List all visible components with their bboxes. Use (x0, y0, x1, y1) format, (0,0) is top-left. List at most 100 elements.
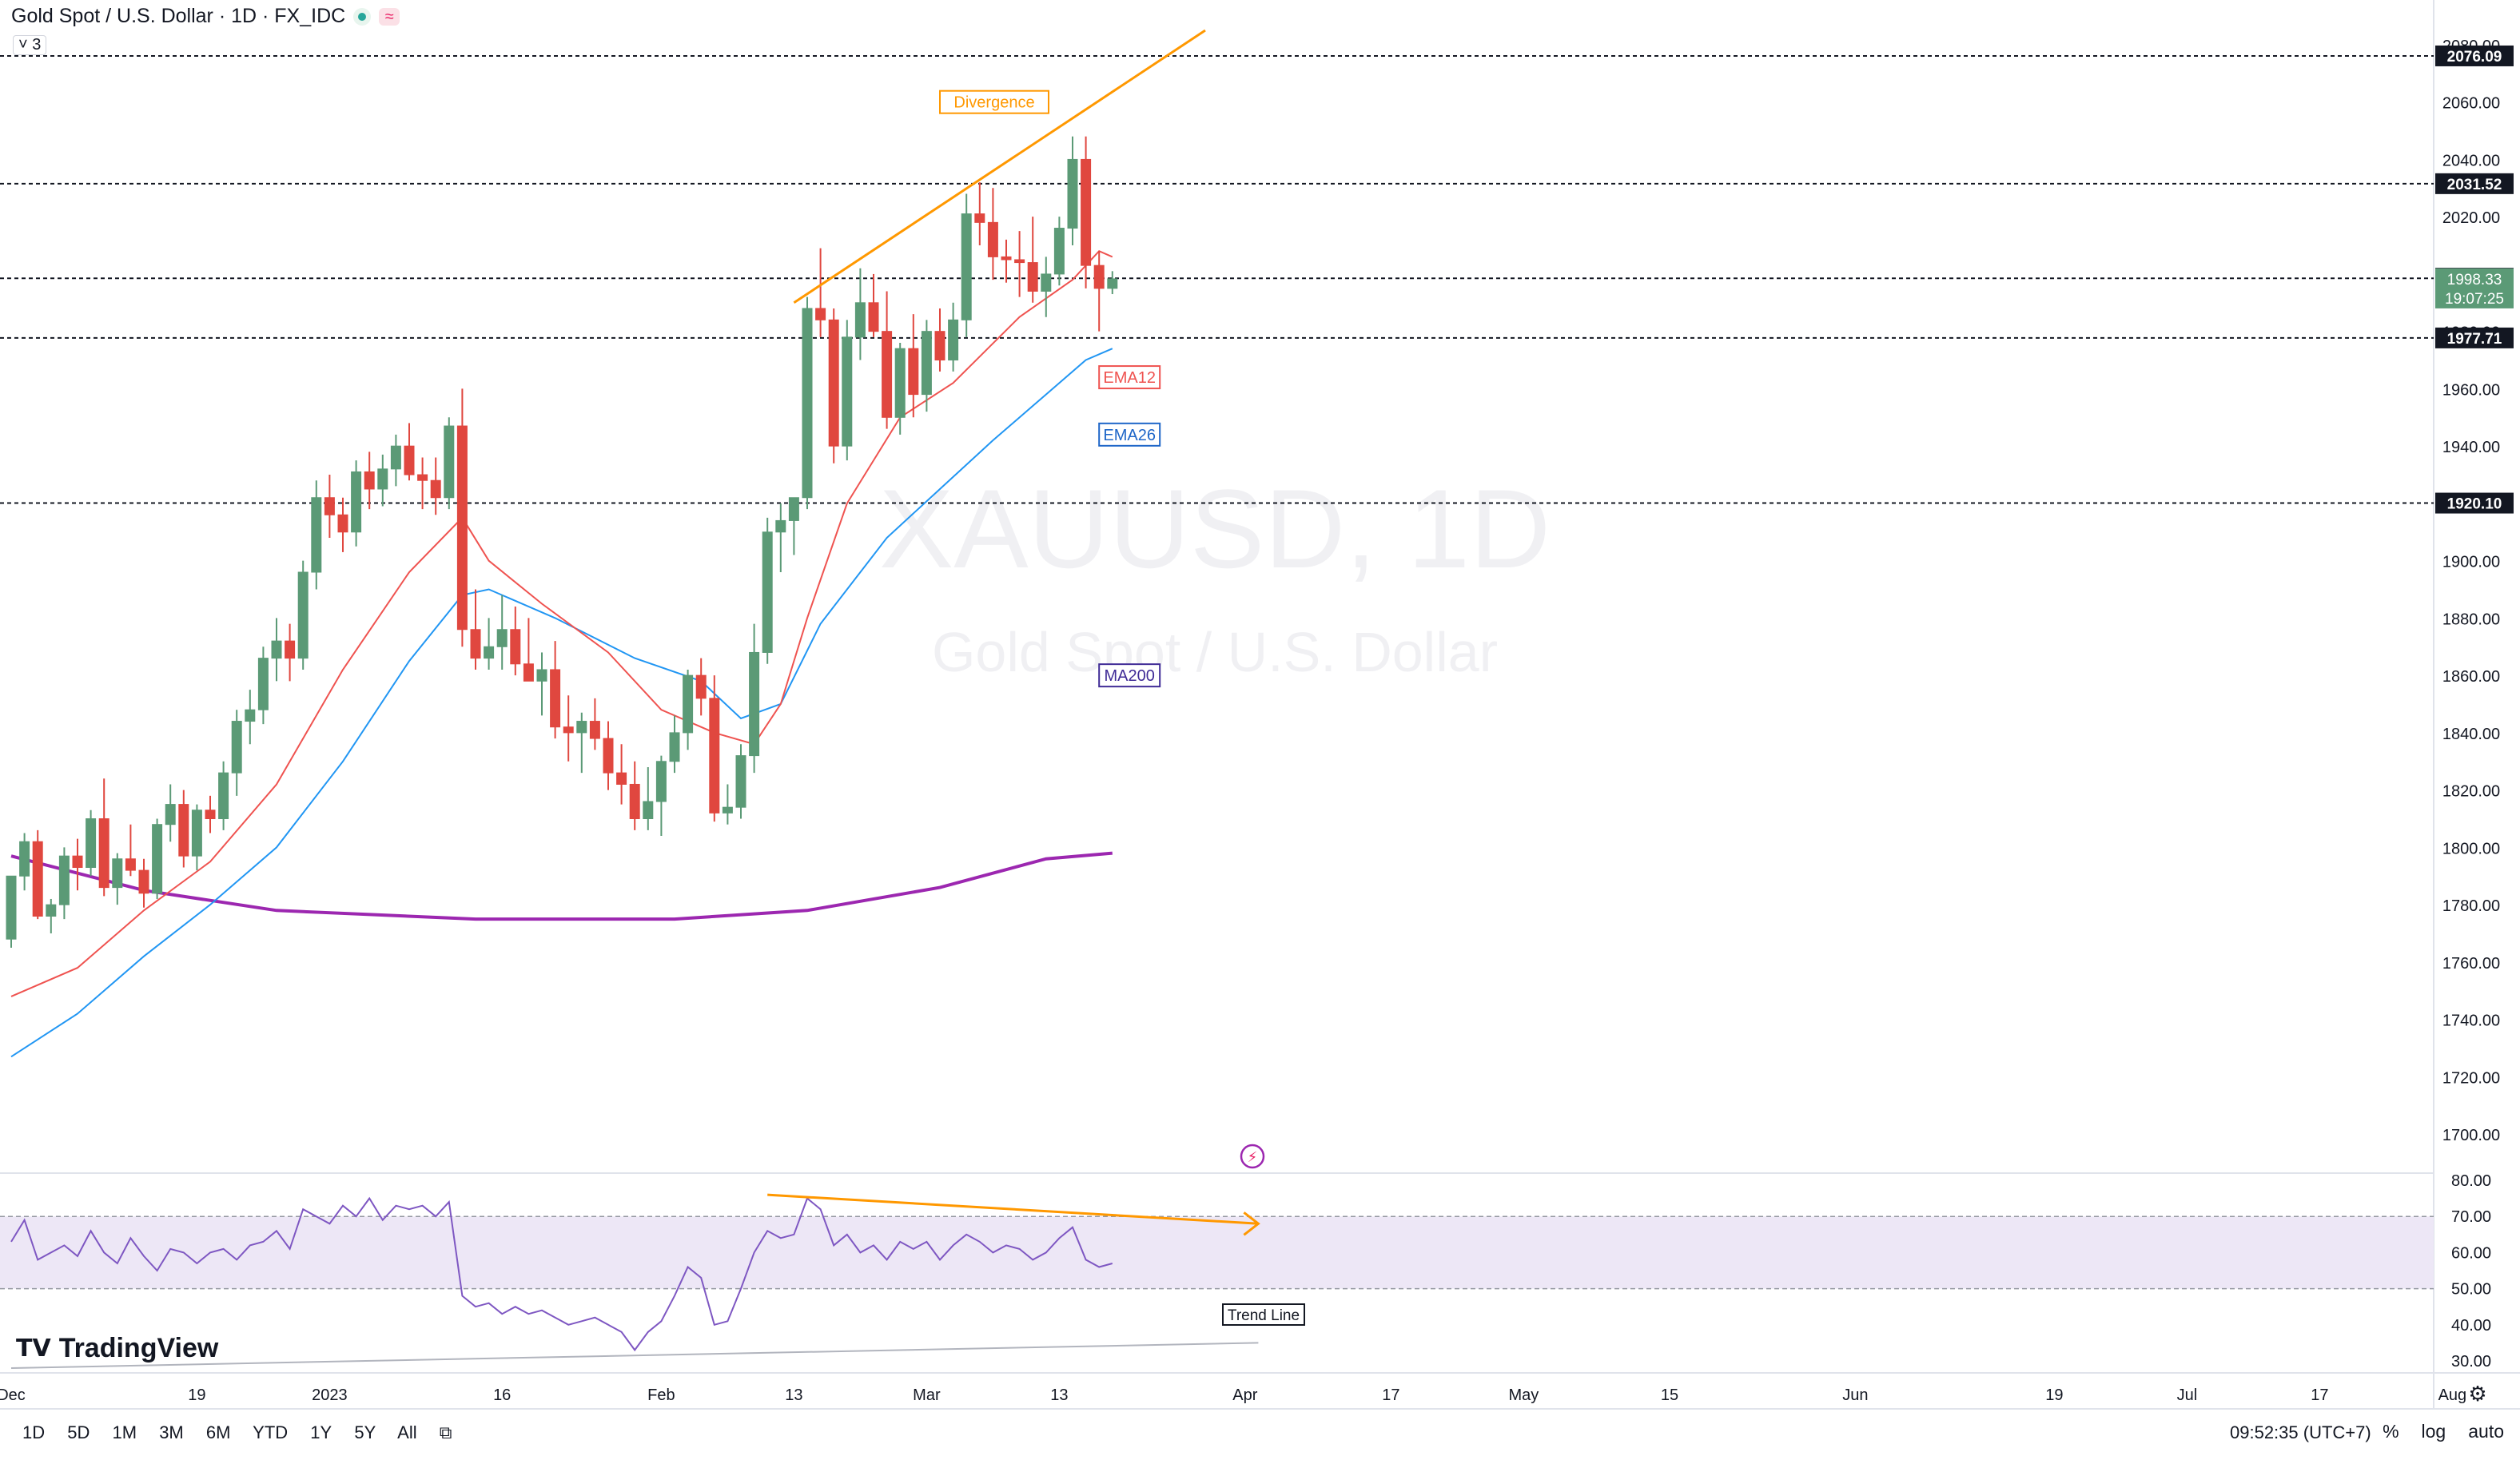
candle[interactable] (324, 497, 335, 515)
ema12-line[interactable] (10, 250, 1113, 997)
candle[interactable] (125, 858, 136, 871)
candle[interactable] (271, 640, 282, 659)
rsi-line[interactable] (10, 1196, 1113, 1352)
candle[interactable] (921, 331, 932, 396)
candle[interactable] (165, 804, 176, 825)
log-scale-button[interactable]: log (2421, 1421, 2446, 1442)
candle[interactable] (536, 669, 547, 682)
candle[interactable] (191, 810, 202, 857)
ema26-line[interactable] (10, 348, 1113, 1058)
candle[interactable] (948, 319, 959, 361)
candle[interactable] (46, 904, 57, 917)
candle[interactable] (456, 425, 468, 631)
indicator-wave-icon[interactable]: ≈ (379, 7, 400, 26)
candle[interactable] (1107, 278, 1118, 289)
range-1y-button[interactable]: 1Y (310, 1422, 332, 1442)
candle[interactable] (683, 674, 694, 734)
candle[interactable] (444, 425, 455, 499)
range-5d-button[interactable]: 5D (67, 1422, 90, 1442)
candle[interactable] (496, 629, 508, 647)
candle[interactable] (218, 772, 229, 820)
candle[interactable] (32, 841, 43, 917)
candle[interactable] (285, 640, 296, 659)
candle[interactable] (231, 721, 242, 774)
candle[interactable] (377, 468, 388, 490)
candle[interactable] (430, 479, 441, 499)
candle[interactable] (417, 474, 428, 481)
candle[interactable] (550, 669, 561, 728)
candle[interactable] (152, 824, 163, 894)
candle[interactable] (655, 761, 667, 802)
candle[interactable] (722, 806, 733, 814)
candle[interactable] (616, 772, 627, 785)
candle[interactable] (390, 445, 401, 470)
divergence-trend-line[interactable] (793, 29, 1206, 304)
candle[interactable] (1067, 158, 1078, 229)
candle[interactable] (112, 858, 123, 889)
candle[interactable] (842, 336, 853, 447)
candle[interactable] (709, 698, 720, 814)
trend-line-label-box[interactable] (1222, 1303, 1305, 1326)
candle[interactable] (257, 658, 269, 710)
candle[interactable] (1093, 265, 1105, 289)
rsi-trend-line[interactable] (10, 1342, 1259, 1369)
range-all-button[interactable]: All (397, 1422, 417, 1442)
candle[interactable] (669, 732, 680, 762)
candle[interactable] (205, 810, 216, 820)
candle[interactable] (695, 674, 707, 699)
candle[interactable] (987, 221, 998, 257)
indicators-collapse-button[interactable]: ˅ 3 (13, 35, 47, 55)
annotation-box[interactable] (939, 90, 1049, 114)
candle[interactable] (138, 869, 149, 894)
candle[interactable] (1001, 256, 1012, 261)
candle[interactable] (1027, 262, 1038, 292)
candle[interactable] (523, 663, 534, 682)
ma200-line[interactable] (10, 851, 1113, 921)
candle[interactable] (72, 855, 83, 869)
candle[interactable] (337, 514, 348, 533)
candle[interactable] (364, 471, 375, 490)
range-1d-button[interactable]: 1D (22, 1422, 46, 1442)
candle[interactable] (351, 471, 362, 533)
candle[interactable] (311, 497, 322, 573)
gear-icon[interactable]: ⚙ (2468, 1382, 2486, 1406)
candle[interactable] (894, 348, 906, 418)
candle[interactable] (882, 331, 893, 418)
candle[interactable] (563, 726, 574, 734)
range-1m-button[interactable]: 1M (112, 1422, 137, 1442)
candle[interactable] (828, 319, 839, 447)
candle[interactable] (815, 308, 826, 320)
candle[interactable] (297, 571, 309, 659)
range-5y-button[interactable]: 5Y (354, 1422, 376, 1442)
candle[interactable] (788, 497, 799, 521)
candle[interactable] (908, 348, 919, 396)
range-3m-button[interactable]: 3M (159, 1422, 184, 1442)
candle[interactable] (178, 804, 189, 857)
symbol-header[interactable]: Gold Spot / U.S. Dollar · 1D · FX_IDC ≈ (11, 5, 400, 28)
candle[interactable] (1081, 158, 1092, 266)
rsi-divergence-line[interactable] (767, 1193, 1259, 1225)
candle[interactable] (961, 213, 972, 320)
candle[interactable] (749, 651, 760, 757)
price-chart[interactable]: XAUUSD, 1D Gold Spot / U.S. Dollar 1700.00… (0, 0, 2520, 1408)
candle[interactable] (86, 818, 97, 869)
candle[interactable] (19, 841, 30, 877)
candle[interactable] (974, 213, 985, 223)
annotation-box[interactable] (1098, 422, 1161, 447)
candle[interactable] (589, 721, 600, 739)
candle[interactable] (934, 331, 945, 361)
candle[interactable] (1053, 228, 1065, 275)
candle[interactable] (775, 519, 786, 533)
candle[interactable] (484, 646, 495, 659)
candle[interactable] (576, 721, 587, 734)
candle[interactable] (603, 738, 614, 774)
candle[interactable] (1041, 273, 1052, 292)
lightning-icon[interactable] (1240, 1144, 1265, 1169)
candle[interactable] (470, 629, 481, 659)
clock-readout[interactable]: 09:52:35 (UTC+7) (2230, 1422, 2371, 1442)
auto-scale-button[interactable]: auto (2468, 1421, 2504, 1442)
candle[interactable] (802, 308, 813, 499)
candle[interactable] (6, 875, 17, 940)
candle[interactable] (510, 629, 521, 665)
candle[interactable] (404, 445, 415, 475)
